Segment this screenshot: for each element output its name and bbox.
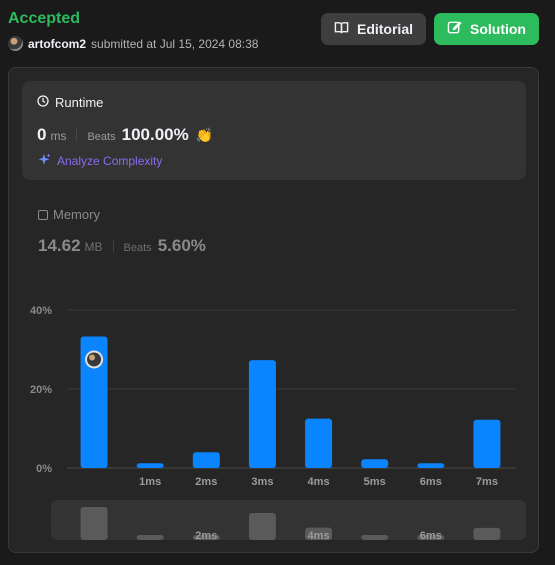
chart-minimap[interactable] [51,500,526,540]
runtime-unit: ms [50,129,67,143]
runtime-beats-label: Beats [87,131,116,143]
minimap-bar [248,512,276,540]
book-icon [334,20,349,38]
y-tick-label: 20% [30,384,52,396]
solution-label: Solution [470,21,526,37]
chart-bar[interactable] [80,336,108,468]
minimap-label: 2ms [195,530,217,542]
clapping-hands-icon: 👏 [195,127,214,143]
chart-bar[interactable] [192,452,220,468]
chart-bar[interactable] [305,418,333,468]
minimap-bar [417,535,445,540]
memory-unit: MB [84,240,103,254]
analyze-label: Analyze Complexity [57,154,163,168]
x-tick-label: 6ms [420,476,442,488]
runtime-title: Runtime [55,95,104,110]
chart-bar[interactable] [473,419,501,468]
memory-metric: 14.62 MB Beats 5.60% [38,236,206,256]
memory-beats-value: 5.60% [157,236,206,255]
submission-status: Accepted [8,10,81,27]
runtime-value: 0 [37,125,47,144]
editorial-label: Editorial [356,21,413,37]
chart-bar[interactable] [136,463,164,468]
avatar[interactable] [8,36,23,51]
clock-icon [37,95,49,110]
sparkle-icon [38,153,51,169]
solution-button[interactable]: Solution [434,13,539,45]
editorial-button[interactable]: Editorial [321,13,426,45]
minimap-bar [305,527,333,540]
memory-beats-label: Beats [123,242,152,254]
minimap-bar [192,535,220,540]
runtime-metric: 0 ms Beats 100.00% 👏 [37,125,213,145]
x-tick-label: 7ms [476,476,498,488]
submitted-time: submitted at Jul 15, 2024 08:38 [91,36,259,51]
minimap-bar [80,507,108,540]
username-link[interactable]: artofcom2 [28,36,87,51]
memory-title: Memory [53,207,100,222]
chart-bar[interactable] [248,360,276,468]
memory-value: 14.62 [38,236,81,255]
chart-bar[interactable] [417,463,445,468]
x-tick-label: 3ms [251,476,273,488]
minimap-bar [473,527,501,540]
runtime-card[interactable]: Runtime 0 ms Beats 100.00% 👏 Analyze Com… [22,81,526,180]
minimap-label: 4ms [308,530,330,542]
y-tick-label: 0% [36,463,52,475]
minimap-bar [361,535,389,540]
memory-header[interactable]: Memory [38,207,100,222]
submission-info: artofcom2 submitted at Jul 15, 2024 08:3… [8,36,258,51]
runtime-header: Runtime [37,95,103,110]
chart-bar[interactable] [361,459,389,468]
avatar-face [89,354,96,361]
x-tick-label: 1ms [139,476,161,488]
analyze-complexity-link[interactable]: Analyze Complexity [38,153,162,169]
chip-icon [38,209,48,220]
x-tick-label: 2ms [195,476,217,488]
x-tick-label: 5ms [364,476,386,488]
y-tick-label: 40% [30,305,52,317]
minimap-label: 6ms [420,530,442,542]
minimap-bar [136,535,164,540]
edit-icon [447,20,462,38]
divider [112,240,114,252]
x-tick-label: 4ms [308,476,330,488]
runtime-beats-value: 100.00% [121,125,189,144]
divider [76,129,78,141]
